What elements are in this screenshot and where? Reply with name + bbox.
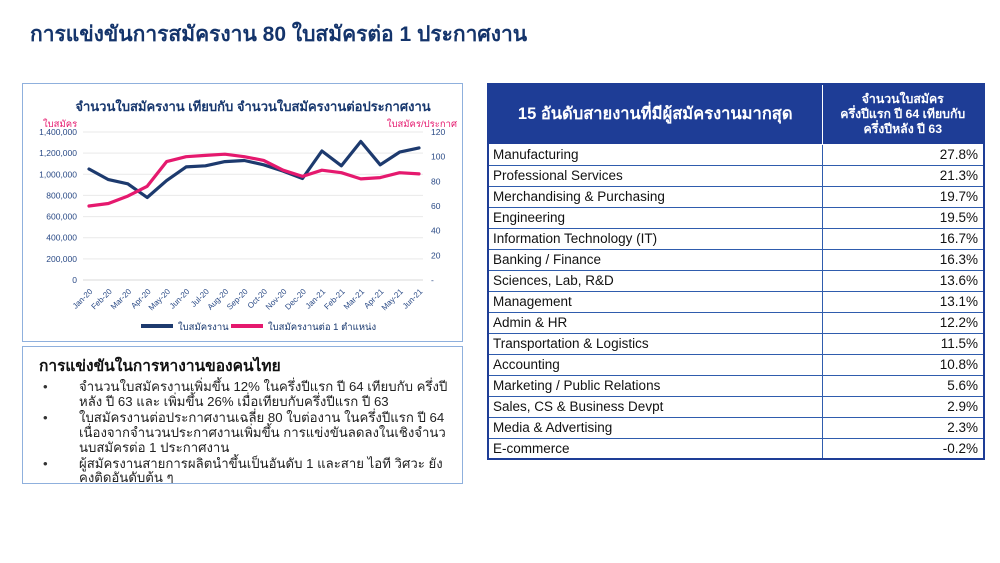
notes-title: การแข่งขันในการหางานของคนไทย [39,358,281,375]
category-cell: Professional Services [487,164,823,187]
category-cell: Information Technology (IT) [487,227,823,250]
x-axis-label: Mar-21 [342,287,367,312]
left-tick-label: 200,000 [46,254,77,264]
note-bullet: ใบสมัครงานต่อประกาศงานเฉลี่ย 80 ใบต่องาน… [39,410,448,456]
applications-chart: จำนวนใบสมัครงาน เทียบกับ จำนวนใบสมัครงาน… [39,98,457,333]
left-tick-label: 0 [72,275,77,285]
left-tick-label: 800,000 [46,190,77,200]
table-row: Media & Advertising 2.3% [487,416,985,439]
value-cell: 10.8% [821,353,985,376]
x-axis-label: Jun-21 [401,287,425,311]
category-cell: Banking / Finance [487,248,823,271]
chart-title: จำนวนใบสมัครงาน เทียบกับ จำนวนใบสมัครงาน… [75,98,430,114]
right-tick-label: - [431,275,434,285]
value-cell: 2.3% [821,416,985,439]
value-cell: 21.3% [821,164,985,187]
table-row: Information Technology (IT) 16.7% [487,227,985,250]
category-cell: Transportation & Logistics [487,332,823,355]
value-cell: 13.1% [821,290,985,313]
right-tick-label: 100 [431,152,445,162]
right-tick-label: 80 [431,176,441,186]
value-cell: 19.7% [821,185,985,208]
table-body: Manufacturing 27.8% Professional Services 2… [487,143,985,460]
x-axis-label: Sep-20 [225,287,250,312]
right-axis-label: ใบสมัคร/ประกาศ [387,118,457,130]
value-cell: 16.7% [821,227,985,250]
category-cell: Sales, CS & Business Devpt [487,395,823,418]
left-tick-label: 1,000,000 [39,169,77,179]
left-tick-label: 400,000 [46,233,77,243]
left-tick-label: 1,400,000 [39,127,77,137]
note-bullet: ผู้สมัครงานสายการผลิตนำขึ้นเป็นอันดับ 1 … [39,456,448,483]
value-cell: 19.5% [821,206,985,229]
value-cell: 12.2% [821,311,985,334]
category-cell: Marketing / Public Relations [487,374,823,397]
x-axis-label: May-20 [147,287,173,313]
legend-label: ใบสมัครงานต่อ 1 ตำแหน่ง [268,321,376,333]
category-cell: Sciences, Lab, R&D [487,269,823,292]
category-cell: Accounting [487,353,823,376]
x-axis-label: May-21 [380,287,406,313]
right-tick-label: 20 [431,250,441,260]
notes-card: การแข่งขันในการหางานของคนไทย จำนวนใบสมัค… [22,346,463,484]
table-row: Management 13.1% [487,290,985,313]
x-axis-labels: Jan-20Feb-20Mar-20Apr-20May-20Jun-20Jul-… [71,287,425,313]
chart-legend: ใบสมัครงาน ใบสมัครงานต่อ 1 ตำแหน่ง [141,321,376,333]
chart-card: จำนวนใบสมัครงาน เทียบกับ จำนวนใบสมัครงาน… [22,83,463,342]
value-cell: 13.6% [821,269,985,292]
table-row: Sciences, Lab, R&D 13.6% [487,269,985,292]
table-row: Transportation & Logistics 11.5% [487,332,985,355]
gridlines [83,131,423,281]
table-row: E-commerce -0.2% [487,437,985,460]
value-cell: 27.8% [821,143,985,166]
rank-table: 15 อันดับสายงานที่มีผู้สมัครงานมากสุด จำ… [487,83,985,460]
table-header-row: 15 อันดับสายงานที่มีผู้สมัครงานมากสุด จำ… [487,83,985,145]
table-row: Professional Services 21.3% [487,164,985,187]
category-cell: Merchandising & Purchasing [487,185,823,208]
value-cell: 2.9% [821,395,985,418]
series-lines [87,139,421,208]
series-line-right [87,152,421,208]
notes-list: จำนวนใบสมัครงานเพิ่มขึ้น 12% ในครึ่งปีแร… [39,379,448,483]
x-axis-label: Dec-20 [283,287,308,312]
category-cell: Media & Advertising [487,416,823,439]
series-line-left [87,139,421,200]
table-row: Banking / Finance 16.3% [487,248,985,271]
table-row: Marketing / Public Relations 5.6% [487,374,985,397]
category-cell: Engineering [487,206,823,229]
table-row: Accounting 10.8% [487,353,985,376]
table-row: Admin & HR 12.2% [487,311,985,334]
x-axis-label: Jun-20 [168,287,192,311]
table-row: Merchandising & Purchasing 19.7% [487,185,985,208]
right-tick-label: 60 [431,201,441,211]
page-title: การแข่งขันการสมัครงาน 80 ใบสมัครต่อ 1 ปร… [30,23,528,46]
table-row: Engineering 19.5% [487,206,985,229]
value-cell: 5.6% [821,374,985,397]
value-cell: -0.2% [821,437,985,460]
right-tick-label: 40 [431,226,441,236]
left-tick-label: 600,000 [46,212,77,222]
legend-label: ใบสมัครงาน [178,321,229,333]
left-tick-label: 1,200,000 [39,148,77,158]
table-row: Sales, CS & Business Devpt 2.9% [487,395,985,418]
table-header-value: จำนวนใบสมัคร ครึ่งปีแรก ปี 64 เทียบกับ ค… [821,83,985,145]
table-row: Manufacturing 27.8% [487,143,985,166]
note-bullet: จำนวนใบสมัครงานเพิ่มขึ้น 12% ในครึ่งปีแร… [39,379,448,410]
value-cell: 11.5% [821,332,985,355]
x-axis-label: Mar-20 [109,287,134,312]
left-axis-ticks: 0 200,000 400,000 600,000 800,000 1,000,000 1,… [39,127,77,285]
category-cell: Admin & HR [487,311,823,334]
right-axis-ticks: - 20 40 60 80 100 120 [431,127,445,285]
category-cell: Management [487,290,823,313]
table-header-category: 15 อันดับสายงานที่มีผู้สมัครงานมากสุด [487,83,823,145]
value-cell: 16.3% [821,248,985,271]
right-tick-label: 120 [431,127,445,137]
left-axis-label: ใบสมัคร [43,118,77,130]
category-cell: Manufacturing [487,143,823,166]
category-cell: E-commerce [487,437,823,460]
